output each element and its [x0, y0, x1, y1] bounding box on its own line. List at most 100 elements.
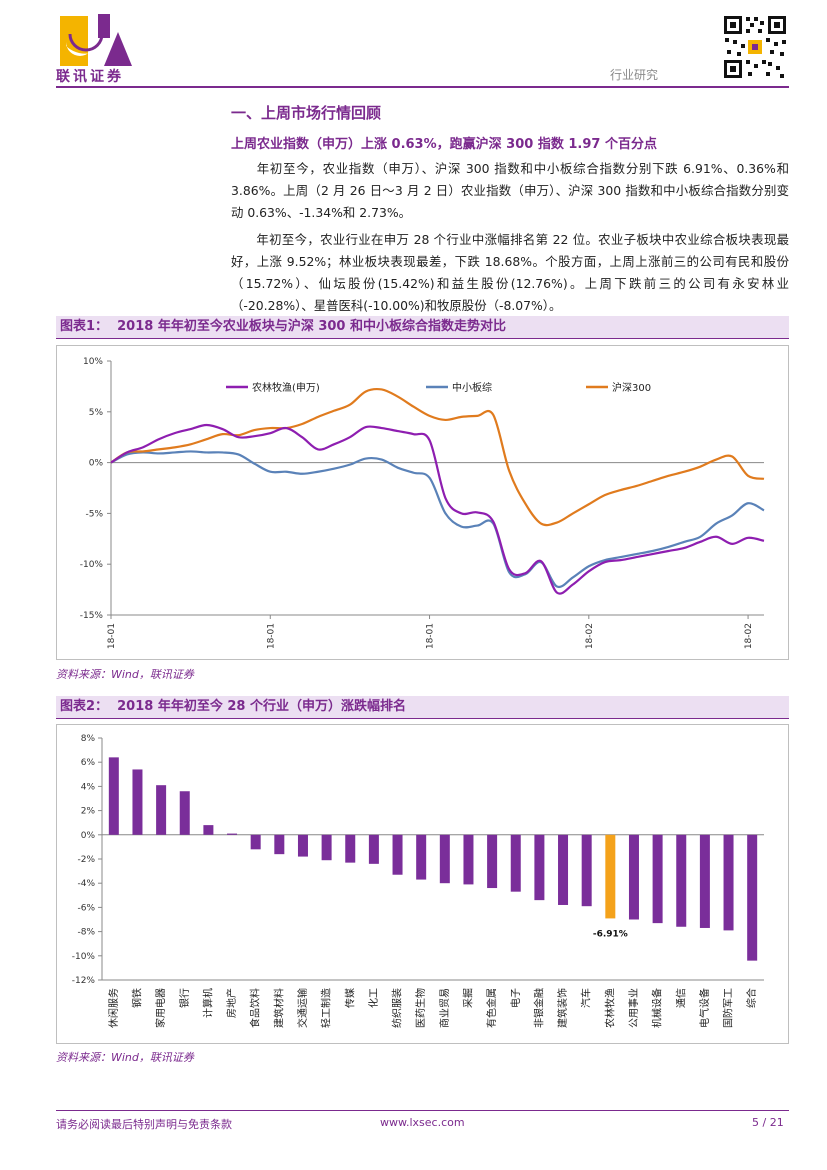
legend-label-2: 沪深300 — [612, 381, 651, 394]
figure-2-title: 图表2： 2018 年年初至今 28 个行业（申万）涨跌幅排名 — [60, 696, 406, 718]
line-series-2 — [110, 387, 765, 527]
bar-category-label: 非银金融 — [532, 988, 545, 1028]
bar-category-label: 采掘 — [461, 988, 474, 1008]
bar-category-label: 家用电器 — [154, 988, 167, 1028]
bar-highlight-label: -6.91% — [593, 929, 628, 939]
line-chart-x-tick-label: 18-01 — [426, 623, 436, 649]
bar-category-label: 计算机 — [201, 988, 214, 1018]
line-chart-y-axis: 10% 5% 0% -5% -10% -15% — [80, 357, 764, 621]
bar-category-label: 电子 — [509, 988, 522, 1008]
line-chart-y-tick-label: -10% — [80, 560, 104, 570]
bar-17 — [510, 834, 521, 892]
section-heading: 一、上周市场行情回顾 — [231, 104, 382, 122]
bar-chart-bars: -6.91% — [108, 757, 758, 961]
bar-11 — [368, 834, 379, 864]
bar-category-label: 房地产 — [225, 988, 238, 1018]
bar-1 — [132, 769, 143, 835]
section-label: 行业研究 — [610, 68, 659, 82]
bar-category-label: 纺织服装 — [391, 988, 404, 1028]
line-chart-x-tick-label: 18-02 — [744, 623, 754, 649]
bar-category-label: 汽车 — [580, 988, 593, 1008]
bar-category-label: 食品饮料 — [249, 988, 262, 1028]
figure-1-title-bar — [56, 316, 789, 338]
paragraph-1: 年初至今，农业指数（申万）、沪深 300 指数和中小板综合指数分别下跌 6.91… — [231, 158, 789, 224]
paragraph-1-text: 年初至今，农业指数（申万）、沪深 300 指数和中小板综合指数分别下跌 6.91… — [231, 161, 789, 220]
bar-20 — [581, 834, 592, 907]
bar-chart-y-tick-label: 4% — [81, 782, 96, 792]
bar-9 — [321, 834, 332, 861]
bar-category-label: 通信 — [675, 988, 687, 1008]
bar-15 — [463, 834, 474, 885]
figure-1-title-text: 2018 年年初至今农业板块与沪深 300 和中小板综合指数走势对比 — [117, 319, 507, 334]
figure-1-title: 图表1： 2018 年年初至今农业板块与沪深 300 和中小板综合指数走势对比 — [60, 316, 506, 338]
bar-chart-y-tick-label: 8% — [81, 734, 96, 744]
bar-category-label: 有色金属 — [485, 988, 498, 1028]
bar-category-label: 传媒 — [344, 988, 356, 1008]
company-logo — [58, 12, 138, 84]
bar-chart-y-tick-label: -12% — [72, 976, 96, 986]
bar-category-label: 商业贸易 — [438, 988, 451, 1028]
bar-25 — [699, 834, 710, 928]
bar-13 — [416, 834, 427, 880]
bar-category-label: 医药生物 — [414, 988, 427, 1028]
line-chart-y-tick-label: 5% — [89, 408, 104, 418]
bar-14 — [439, 834, 450, 884]
bar-0 — [108, 757, 119, 835]
figure-2-title-bar — [56, 696, 789, 718]
figure-2-label: 图表2： — [60, 699, 109, 714]
figure-1-top-rule — [56, 338, 789, 339]
bar-category-label: 电气设备 — [698, 988, 711, 1028]
line-chart-y-tick-label: -15% — [80, 611, 104, 621]
legend-label-0: 农林牧渔(申万) — [252, 381, 320, 394]
sub-heading: 上周农业指数（申万）上涨 0.63%，跑赢沪深 300 指数 1.97 个百分点 — [231, 137, 657, 152]
bar-category-label: 银行 — [178, 988, 191, 1008]
logo-text: 联讯证券 — [56, 69, 124, 85]
line-chart-series — [110, 387, 765, 595]
bar-chart-y-tick-label: -10% — [72, 952, 96, 962]
bar-chart-y-tick-label: -6% — [77, 903, 95, 913]
bar-category-label: 交通运输 — [296, 988, 309, 1028]
bar-6 — [250, 834, 261, 850]
bar-category-label: 建筑装饰 — [556, 988, 569, 1028]
bar-19 — [558, 834, 569, 905]
bar-chart-y-tick-label: 0% — [81, 831, 96, 841]
qr-code-icon — [722, 14, 788, 80]
bar-8 — [297, 834, 308, 857]
bar-22 — [628, 834, 639, 920]
bar-chart-y-tick-label: -8% — [77, 928, 95, 938]
bar-12 — [392, 834, 403, 875]
bar-26 — [723, 834, 734, 931]
bar-category-label: 农林牧渔 — [603, 988, 616, 1028]
bar-16 — [487, 834, 498, 889]
bar-category-label: 钢铁 — [130, 988, 143, 1008]
line-series-0 — [110, 423, 765, 595]
bar-category-label: 机械设备 — [651, 988, 664, 1028]
line-chart-x-tick-label: 18-01 — [266, 623, 276, 649]
bar-category-label: 国防军工 — [722, 988, 735, 1028]
legend-label-1: 中小板综 — [452, 381, 492, 394]
line-chart-x-axis: 18-01 18-01 18-01 18-02 18-02 — [107, 614, 764, 649]
bar-category-label: 化工 — [367, 988, 380, 1008]
bar-21 — [605, 834, 616, 919]
footer-url[interactable]: www.lxsec.com — [380, 1116, 465, 1129]
footer-page-number: 5 / 21 — [752, 1116, 784, 1129]
figure-1-label: 图表1： — [60, 319, 109, 334]
figure-2-source: 资料来源：Wind，联讯证券 — [56, 1051, 194, 1064]
line-chart-y-tick-label: 0% — [89, 459, 104, 469]
line-chart: 10%5%0%-5%-10%-15% 18-01 18-01 18-01 18-02 1… — [56, 345, 789, 660]
line-chart-legend: 农林牧渔(申万) 中小板综 沪深300 — [226, 381, 651, 394]
bar-4 — [203, 825, 214, 835]
bar-category-label: 公用事业 — [627, 988, 640, 1028]
bar-24 — [676, 834, 687, 927]
footer-divider — [56, 1110, 789, 1111]
bar-chart-y-tick-label: 2% — [81, 807, 96, 817]
line-chart-y-tick-label: 10% — [83, 357, 103, 367]
paragraph-2: 年初至今，农业行业在申万 28 个行业中涨幅排名第 22 位。农业子板块中农业综… — [231, 229, 789, 317]
bar-2 — [156, 785, 167, 835]
line-chart-x-tick-label: 18-02 — [585, 623, 595, 649]
bar-10 — [345, 834, 356, 863]
bar-category-label: 休闲服务 — [107, 988, 120, 1028]
bar-18 — [534, 834, 545, 901]
bar-category-label: 轻工制造 — [320, 988, 333, 1028]
bar-category-label: 建筑材料 — [272, 988, 285, 1028]
